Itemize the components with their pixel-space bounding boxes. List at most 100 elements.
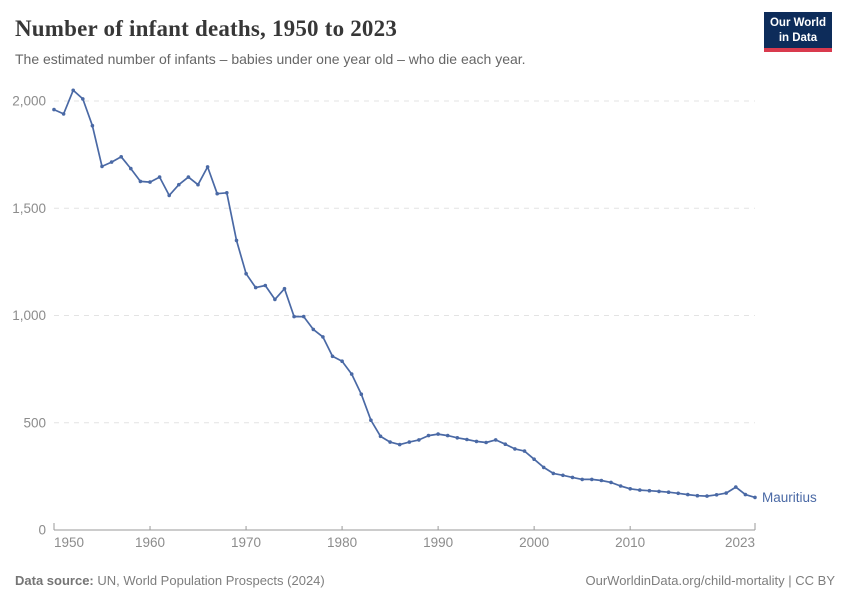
data-point-marker	[628, 487, 632, 491]
data-point-marker	[52, 107, 56, 112]
x-tick-label: 2023	[725, 535, 755, 550]
data-point-marker	[186, 175, 191, 179]
data-point-marker	[493, 438, 498, 442]
y-tick-label: 2,000	[12, 94, 46, 109]
data-point-marker	[205, 165, 210, 169]
y-tick-label: 1,500	[12, 201, 46, 216]
data-point-marker	[340, 359, 344, 364]
data-point-marker	[657, 489, 661, 494]
data-point-marker	[561, 473, 565, 478]
x-tick-label: 2010	[615, 535, 645, 550]
data-point-marker	[196, 182, 200, 187]
data-source-value: UN, World Population Prospects (2024)	[93, 573, 325, 588]
data-point-marker	[129, 166, 133, 171]
data-point-marker	[321, 335, 325, 339]
data-point-marker	[369, 418, 373, 423]
data-point-marker	[81, 97, 85, 101]
data-point-marker	[157, 175, 162, 179]
data-point-marker	[177, 182, 181, 187]
chart-footer: Data source: UN, World Population Prospe…	[15, 573, 835, 588]
data-point-marker	[148, 180, 152, 184]
data-point-marker	[695, 493, 700, 498]
owid-logo[interactable]: Our World in Data	[763, 12, 832, 52]
data-point-marker	[753, 495, 757, 500]
data-source-label: Data source:	[15, 573, 94, 588]
x-tick-label: 2000	[519, 535, 549, 550]
data-point-marker	[138, 179, 143, 184]
data-point-marker	[522, 449, 527, 453]
data-point-marker	[570, 475, 575, 480]
data-point-marker	[292, 314, 296, 319]
data-point-marker	[638, 488, 642, 492]
data-point-marker	[61, 112, 66, 116]
logo-line1: Our World	[769, 17, 826, 29]
data-point-marker	[705, 494, 709, 498]
data-point-marker	[109, 160, 114, 164]
chart-header: Number of infant deaths, 1950 to 2023 Th…	[15, 16, 740, 67]
y-tick-label: 500	[23, 415, 46, 430]
data-point-marker	[724, 491, 728, 495]
data-point-marker	[465, 437, 469, 442]
data-point-marker	[90, 123, 95, 128]
logo-line2: in Data	[778, 31, 818, 44]
data-point-marker	[503, 442, 508, 447]
data-point-marker	[686, 492, 690, 497]
data-point-marker	[263, 283, 268, 288]
data-point-marker	[407, 440, 412, 444]
data-source: Data source: UN, World Population Prospe…	[15, 573, 325, 588]
data-point-marker	[599, 478, 604, 483]
series-end-label: Mauritius	[762, 490, 817, 505]
data-point-marker	[397, 442, 402, 447]
data-point-marker	[301, 314, 306, 319]
data-point-marker	[378, 434, 383, 439]
data-point-marker	[244, 271, 248, 276]
data-point-marker	[541, 465, 546, 470]
data-point-marker	[225, 191, 229, 195]
series-line	[53, 89, 756, 499]
data-point-marker	[273, 297, 277, 302]
x-tick-label: 1970	[231, 535, 261, 550]
data-point-marker	[455, 436, 460, 440]
data-point-marker	[282, 286, 287, 291]
data-point-marker	[426, 433, 431, 438]
data-point-marker	[388, 440, 392, 444]
data-point-marker	[618, 484, 623, 488]
data-point-marker	[484, 440, 488, 445]
data-point-marker	[532, 457, 536, 462]
data-point-marker	[445, 433, 450, 438]
chart-subtitle: The estimated number of infants – babies…	[15, 51, 526, 67]
x-tick-label: 1950	[54, 535, 84, 550]
data-point-marker	[71, 88, 75, 93]
x-tick-label: 1980	[327, 535, 357, 550]
data-point-marker	[100, 164, 104, 169]
attribution-link[interactable]: OurWorldinData.org/child-mortality | CC …	[585, 573, 836, 588]
data-point-marker	[647, 488, 652, 493]
data-point-marker	[590, 477, 594, 482]
data-point-marker	[743, 492, 748, 497]
data-point-marker	[666, 490, 671, 495]
data-point-marker	[311, 327, 316, 332]
data-point-marker	[359, 392, 364, 397]
data-point-marker	[253, 285, 258, 290]
data-point-marker	[676, 491, 680, 496]
data-point-marker	[513, 447, 517, 451]
data-point-marker	[551, 471, 556, 476]
x-tick-label: 1960	[135, 535, 165, 550]
y-tick-label: 1,000	[12, 308, 46, 323]
data-point-marker	[330, 354, 335, 359]
data-point-marker	[609, 480, 613, 485]
data-point-marker	[580, 477, 584, 482]
data-point-marker	[714, 493, 719, 497]
data-point-marker	[349, 372, 354, 376]
data-point-marker	[474, 439, 479, 444]
data-point-marker	[417, 438, 421, 442]
chart-svg: 0 500 1,000 1,500 2,000 1950 1960 1970 1980 1990 2…	[12, 88, 817, 550]
data-point-marker	[436, 432, 440, 436]
y-tick-label: 0	[38, 523, 46, 538]
data-point-marker	[734, 485, 738, 489]
data-point-marker	[215, 191, 219, 196]
page-title: Number of infant deaths, 1950 to 2023	[15, 16, 398, 41]
x-tick-label: 1990	[423, 535, 453, 550]
data-point-marker	[167, 193, 171, 198]
data-point-marker	[119, 155, 123, 159]
